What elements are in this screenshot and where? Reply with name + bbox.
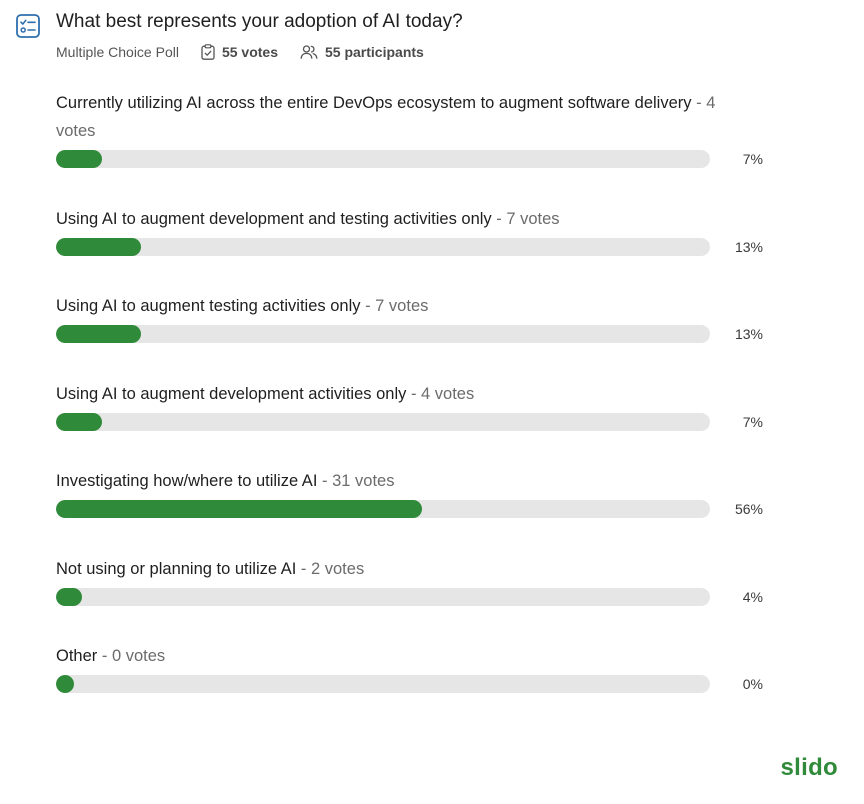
poll-checklist-icon: [16, 14, 40, 38]
clipboard-check-icon: [201, 44, 215, 60]
option-label: Not using or planning to utilize AI - 2 …: [56, 560, 365, 578]
votes-count: 55 votes: [201, 44, 278, 60]
result-bar: 13%: [56, 324, 776, 344]
votes-count-text: 55 votes: [221, 44, 278, 60]
poll-meta: Multiple Choice Poll 55 votes 55 partici…: [56, 42, 424, 62]
option-votes: 0 votes: [111, 647, 166, 665]
poll-option: Using AI to augment development activiti…: [56, 380, 776, 432]
bar-fill: [56, 238, 141, 256]
poll-option: Using AI to augment development and test…: [56, 205, 776, 257]
bar-track: [56, 500, 710, 518]
option-votes: 31 votes: [332, 472, 395, 490]
people-icon: [300, 45, 318, 59]
option-text: Currently utilizing AI across the entire…: [56, 94, 692, 112]
option-percent: 13%: [734, 326, 763, 342]
option-text: Other: [56, 647, 98, 665]
option-percent: 0%: [742, 676, 763, 692]
bar-track: [56, 150, 710, 168]
option-percent: 7%: [742, 414, 763, 430]
bar-track: [56, 238, 710, 256]
option-votes: 4 votes: [56, 94, 716, 140]
option-label: Using AI to augment development activiti…: [56, 385, 475, 403]
option-votes: 4 votes: [421, 385, 475, 403]
bar-track: [56, 413, 710, 431]
option-percent: 7%: [742, 151, 763, 167]
result-bar: 7%: [56, 412, 776, 432]
bar-track: [56, 588, 710, 606]
option-votes: 7 votes: [375, 297, 429, 315]
option-label: Using AI to augment testing activities o…: [56, 297, 429, 315]
bar-fill: [56, 150, 102, 168]
option-text: Not using or planning to utilize AI: [56, 560, 297, 578]
option-percent: 13%: [734, 239, 763, 255]
slido-logo: slido: [780, 754, 838, 781]
result-bar: 4%: [56, 587, 776, 607]
option-label: Other - 0 votes: [56, 647, 166, 665]
bar-track: [56, 325, 710, 343]
poll-title: What best represents your adoption of AI…: [56, 11, 463, 32]
bar-fill: [56, 413, 102, 431]
participants-count-text: 55 participants: [325, 44, 424, 60]
poll-option: Other - 0 votes 0%: [56, 642, 776, 694]
option-label: Investigating how/where to utilize AI - …: [56, 472, 395, 490]
option-percent: 4%: [742, 589, 763, 605]
result-bar: 13%: [56, 237, 776, 257]
poll-option: Using AI to augment testing activities o…: [56, 292, 776, 344]
bar-fill: [56, 500, 422, 518]
option-text: Using AI to augment development and test…: [56, 210, 492, 228]
bar-fill: [56, 325, 141, 343]
poll-option: Currently utilizing AI across the entire…: [56, 89, 776, 169]
option-text: Using AI to augment development activiti…: [56, 385, 407, 403]
bar-fill: [56, 675, 74, 693]
result-bar: 7%: [56, 149, 776, 169]
result-bar: 0%: [56, 674, 776, 694]
poll-type: Multiple Choice Poll: [56, 44, 179, 60]
option-votes: 2 votes: [311, 560, 365, 578]
bar-track: [56, 675, 710, 693]
option-percent: 56%: [734, 501, 763, 517]
poll-option: Not using or planning to utilize AI - 2 …: [56, 555, 776, 607]
poll-option: Investigating how/where to utilize AI - …: [56, 467, 776, 519]
option-text: Investigating how/where to utilize AI: [56, 472, 318, 490]
option-label: Using AI to augment development and test…: [56, 210, 560, 228]
participants-count: 55 participants: [300, 44, 424, 60]
option-votes: 7 votes: [506, 210, 560, 228]
result-bar: 56%: [56, 499, 776, 519]
option-label: Currently utilizing AI across the entire…: [56, 94, 716, 140]
option-text: Using AI to augment testing activities o…: [56, 297, 361, 315]
bar-fill: [56, 588, 82, 606]
